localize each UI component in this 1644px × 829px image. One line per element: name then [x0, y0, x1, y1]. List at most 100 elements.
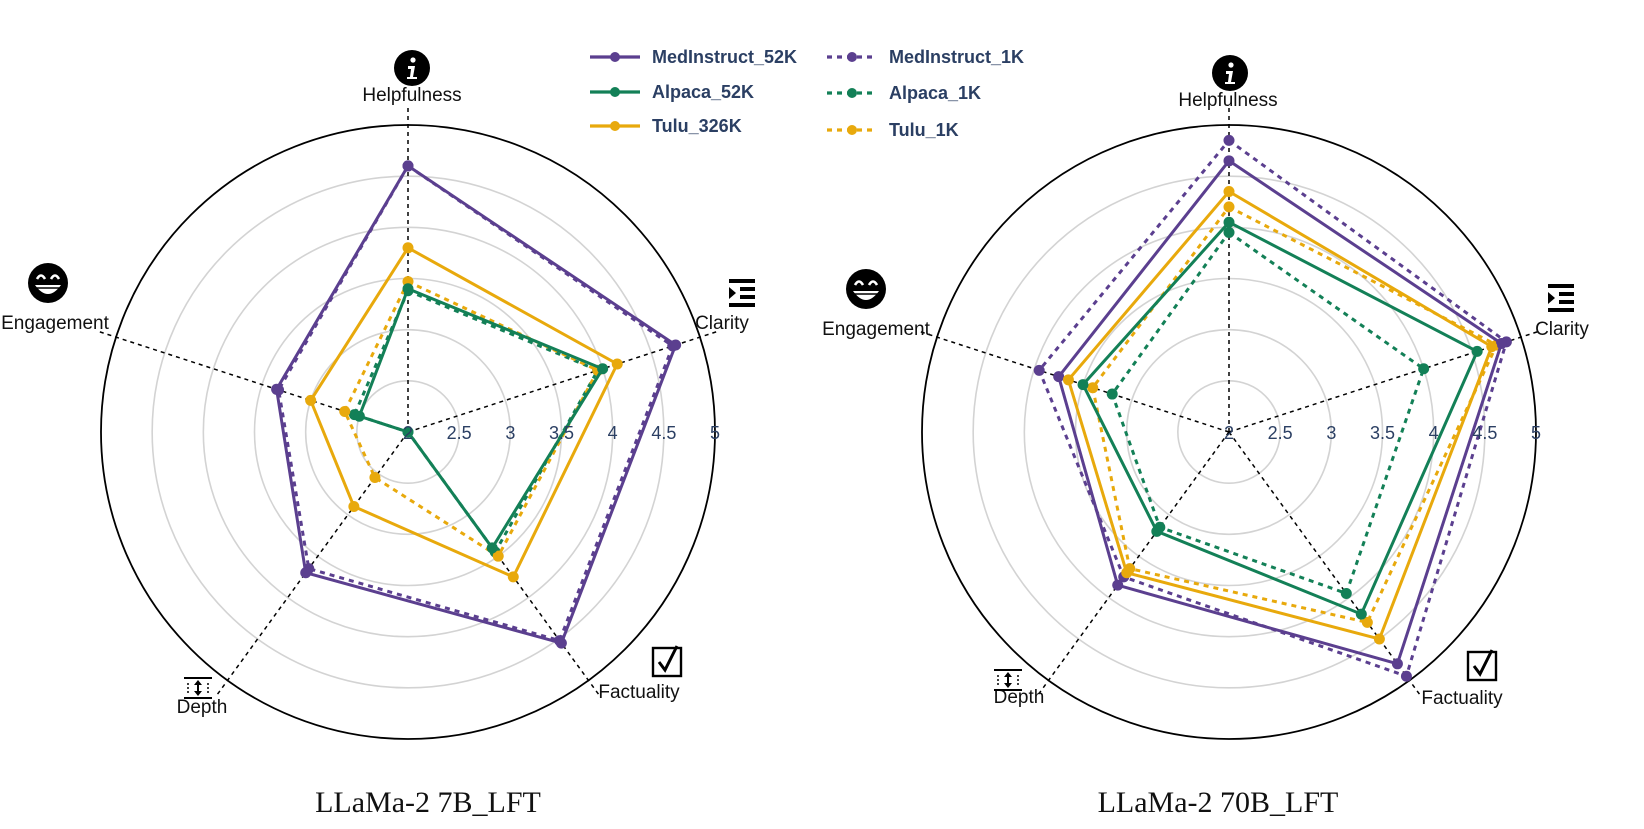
point-medinstruct-52k-helpfulness: [1223, 155, 1235, 167]
point-medinstruct-52k-engagement: [1053, 371, 1065, 383]
series-line-tulu-326k: [309, 245, 620, 579]
point-tulu-326k-factuality: [507, 571, 519, 583]
axis-spokes: [98, 107, 718, 696]
series-line-alpaca-1k: [1110, 230, 1426, 596]
point-alpaca-52k-depth: [402, 426, 414, 438]
tick-labels: 2 2.5 3 3.5 4 4.5 5: [403, 423, 720, 443]
series-tulu-326k: [1062, 186, 1498, 645]
point-alpaca-52k-clarity: [597, 363, 609, 375]
grid-circle-3: [304, 328, 512, 536]
indent-icon: [729, 279, 755, 307]
grin-icon: [28, 263, 68, 303]
legend-marker-alpaca-52k: [610, 87, 620, 97]
series-line-alpaca-1k: [352, 288, 600, 555]
info-icon: [1212, 55, 1248, 91]
depth-icon: [994, 669, 1022, 691]
checkbox-icon: [651, 645, 683, 678]
axis-label-clarity: Clarity: [695, 313, 749, 334]
series-medinstruct-52k: [271, 160, 682, 649]
grin-icon: [846, 269, 886, 309]
axis-label-depth: Depth: [994, 687, 1045, 708]
legend-marker-alpaca-1k: [847, 88, 857, 98]
series-medinstruct-52k: [1053, 155, 1508, 670]
legend-item-medinstruct-52k: MedInstruct_52K: [590, 47, 797, 67]
axis-spoke-engagement: [98, 330, 409, 433]
series-tulu-1k: [339, 276, 604, 562]
axis-label-helpfulness: Helpfulness: [362, 85, 461, 106]
point-tulu-326k-clarity: [611, 358, 623, 370]
series-alpaca-52k: [353, 283, 609, 554]
point-tulu-1k-helpfulness: [1223, 201, 1235, 213]
point-alpaca-52k-factuality: [1355, 608, 1367, 620]
checkbox-icon: [1466, 649, 1498, 682]
series-line-medinstruct-1k: [277, 163, 675, 643]
series-line-tulu-1k: [1091, 204, 1499, 625]
axis-label-factuality: Factuality: [1421, 688, 1503, 709]
series-medinstruct-1k: [273, 160, 679, 647]
axis-label-factuality: Factuality: [598, 682, 680, 703]
legend-item-tulu-1k: Tulu_1K: [827, 120, 959, 140]
legend-item-alpaca-52k: Alpaca_52K: [590, 82, 754, 102]
axis-spokes: [919, 107, 1539, 696]
point-medinstruct-1k-helpfulness: [1223, 134, 1235, 146]
radar-chart-7b: 2 2.5 3 3.5 4 4.5 5 Helpfulness Clarity Factualit…: [1, 50, 755, 819]
point-alpaca-52k-clarity: [1471, 345, 1483, 357]
axis-label-clarity: Clarity: [1535, 319, 1589, 340]
series-group: [1033, 134, 1512, 682]
series-line-tulu-1k: [343, 279, 600, 559]
tick-label-3-5: 3.5: [1370, 423, 1395, 443]
point-tulu-326k-factuality: [1373, 633, 1385, 645]
tick-label-2-5: 2.5: [447, 423, 472, 443]
point-alpaca-52k-engagement: [353, 410, 365, 422]
series-alpaca-1k: [1106, 226, 1430, 599]
tick-label-3: 3: [505, 423, 515, 443]
point-tulu-1k-engagement: [339, 405, 351, 417]
axis-label-engagement: Engagement: [822, 319, 930, 340]
tick-labels: 2 2.5 3 3.5 4 4.5 5: [1224, 423, 1541, 443]
legend-item-tulu-326k: Tulu_326K: [590, 116, 742, 136]
point-tulu-326k-clarity: [1486, 341, 1498, 353]
axis-spoke-depth: [216, 431, 409, 696]
series-tulu-326k: [305, 242, 623, 583]
legend-label-alpaca-1k: Alpaca_1K: [889, 83, 981, 103]
axis-labels: Helpfulness Clarity Factuality Depth Engagem…: [822, 55, 1589, 709]
axis-spoke-clarity: [407, 330, 718, 433]
series-line-tulu-326k: [1066, 189, 1494, 641]
point-alpaca-1k-engagement: [1106, 388, 1118, 400]
tick-label-4: 4: [1429, 423, 1439, 443]
grid-circle-4-5: [151, 175, 665, 689]
legend-item-medinstruct-1k: MedInstruct_1K: [827, 47, 1024, 67]
depth-icon: [184, 677, 212, 699]
axis-spoke-engagement: [919, 330, 1230, 433]
series-group: [271, 160, 682, 649]
info-icon: [394, 50, 430, 86]
point-tulu-326k-helpfulness: [402, 242, 414, 254]
point-alpaca-52k-helpfulness: [402, 283, 414, 295]
axis-label-engagement: Engagement: [1, 313, 109, 334]
tick-label-4-5: 4.5: [1472, 423, 1497, 443]
point-medinstruct-52k-clarity: [1496, 337, 1508, 349]
point-medinstruct-52k-depth: [1112, 579, 1124, 591]
point-alpaca-1k-clarity: [1418, 363, 1430, 375]
point-tulu-326k-engagement: [305, 394, 317, 406]
point-tulu-1k-engagement: [1087, 382, 1099, 394]
legend-label-tulu-1k: Tulu_1K: [889, 120, 959, 140]
axis-spoke-depth: [1037, 431, 1230, 696]
point-medinstruct-1k-factuality: [1400, 670, 1412, 682]
series-alpaca-52k: [1077, 216, 1483, 620]
grid-circle-4-5: [972, 175, 1486, 689]
legend-label-medinstruct-52k: MedInstruct_52K: [652, 47, 797, 67]
series-line-medinstruct-52k: [1057, 158, 1504, 666]
tick-label-4: 4: [608, 423, 618, 443]
tick-label-4-5: 4.5: [651, 423, 676, 443]
legend-marker-tulu-1k: [847, 125, 857, 135]
axis-label-depth: Depth: [177, 697, 228, 718]
tick-label-2: 2: [1224, 423, 1234, 443]
point-medinstruct-1k-engagement: [1033, 364, 1045, 376]
series-line-medinstruct-52k: [275, 163, 678, 645]
axis-spoke-factuality: [1228, 431, 1421, 696]
legend-marker-tulu-326k: [610, 121, 620, 131]
point-medinstruct-52k-engagement: [271, 383, 283, 395]
legend-label-medinstruct-1k: MedInstruct_1K: [889, 47, 1024, 67]
